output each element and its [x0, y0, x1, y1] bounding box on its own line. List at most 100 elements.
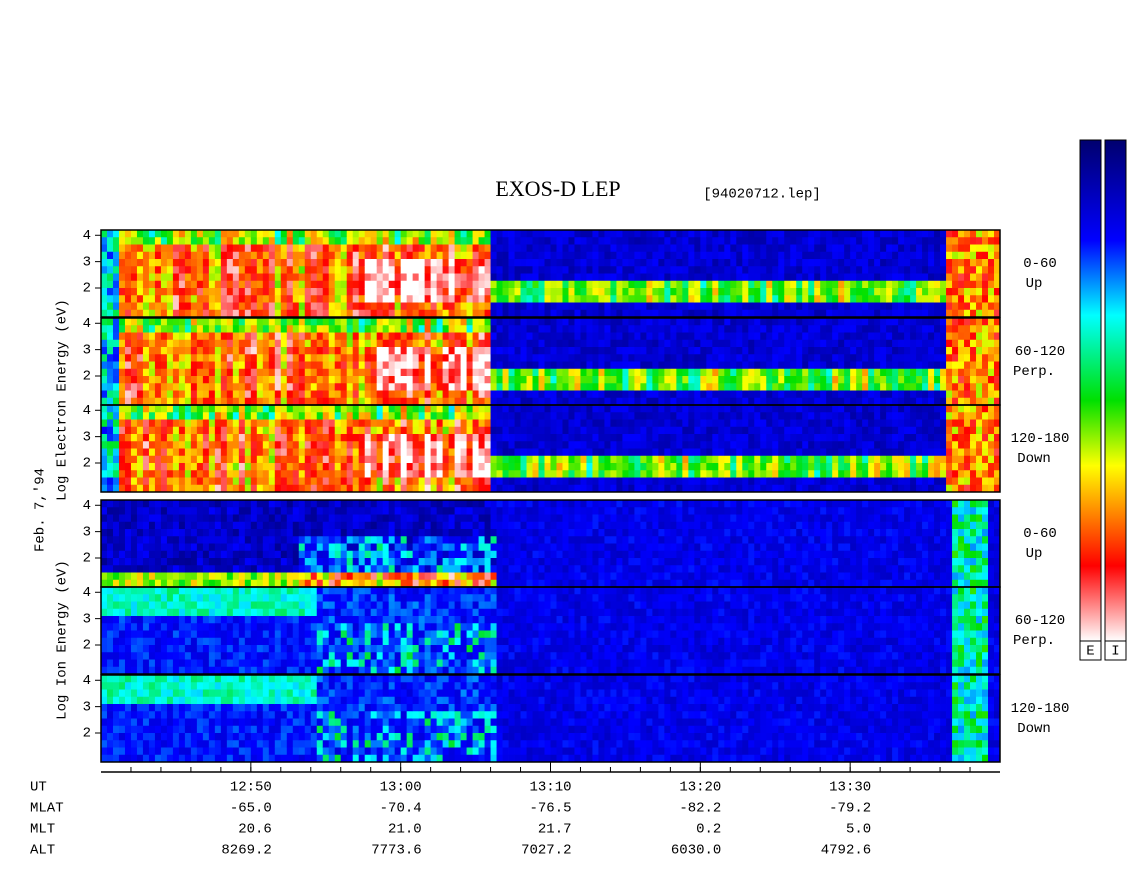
spectrogram-cell — [796, 354, 803, 362]
spectrogram-cell — [712, 368, 719, 377]
spectrogram-cell — [232, 325, 240, 333]
spectrogram-cell — [544, 419, 551, 428]
spectrogram-cell — [388, 318, 396, 326]
spectrogram-cell — [340, 455, 348, 464]
spectrogram-cell — [250, 477, 258, 486]
spectrogram-cell — [928, 259, 935, 267]
spectrogram-cell — [676, 419, 683, 428]
spectrogram-cell — [652, 463, 659, 471]
spectrogram-cell — [328, 397, 336, 406]
spectrogram-cell — [298, 259, 306, 267]
spectrogram-cell — [472, 390, 479, 399]
spectrogram-cell — [598, 361, 605, 370]
spectrogram-cell — [700, 419, 707, 428]
spectrogram-cell — [658, 295, 665, 303]
spectrogram-cell — [766, 237, 773, 245]
spectrogram-cell — [232, 376, 240, 384]
spectrogram-cell — [436, 412, 444, 420]
spectrogram-cell — [526, 266, 533, 274]
spectrogram-cell — [832, 273, 839, 282]
spectrogram-cell — [886, 273, 893, 282]
spectrogram-cell — [886, 237, 893, 245]
spectrogram-cell — [778, 434, 785, 442]
spectrogram-cell — [118, 266, 126, 274]
spectrogram-cell — [616, 419, 623, 428]
spectrogram-cell — [364, 383, 372, 391]
spectrogram-cell — [442, 448, 450, 457]
spectrogram-cell — [730, 383, 737, 391]
spectrogram-cell — [208, 295, 216, 303]
spectrogram-cell — [778, 361, 785, 370]
spectrogram-cell — [868, 376, 875, 384]
spectrogram-cell — [904, 288, 911, 296]
spectrogram-cell — [250, 383, 258, 391]
spectrogram-cell — [916, 280, 923, 289]
spectrogram-cell — [760, 470, 767, 478]
spectrogram-cell — [406, 339, 414, 348]
spectrogram-cell — [322, 484, 330, 493]
spectrogram-cell — [598, 332, 605, 341]
spectrogram-cell — [538, 237, 545, 245]
spectrogram-cell — [598, 354, 605, 362]
spectrogram-cell — [604, 390, 611, 399]
spectrogram-cell — [532, 484, 539, 493]
spectrogram-cell — [820, 273, 827, 282]
spectrogram-cell — [550, 309, 557, 318]
spectrogram-cell — [478, 325, 485, 333]
spectrogram-cell — [622, 332, 629, 341]
spectrogram-cell — [538, 259, 545, 267]
spectrogram-cell — [214, 325, 222, 333]
spectrogram-cell — [112, 455, 120, 464]
spectrogram-cell — [562, 230, 569, 238]
spectrogram-cell — [976, 302, 983, 311]
spectrogram-cell — [364, 259, 372, 267]
spectrogram-cell — [208, 259, 216, 267]
spectrogram-cell — [448, 463, 455, 471]
spectrogram-cell — [430, 484, 438, 493]
spectrogram-cell — [682, 230, 689, 238]
spectrogram-cell — [400, 477, 408, 486]
spectrogram-cell — [640, 332, 647, 341]
spectrogram-cell — [724, 318, 731, 326]
spectrogram-cell — [646, 288, 653, 296]
spectrogram-cell — [628, 244, 635, 253]
spectrogram-cell — [502, 339, 509, 348]
spectrogram-cell — [101, 280, 108, 289]
spectrogram-cell — [634, 325, 641, 333]
spectrogram-cell — [724, 309, 731, 318]
spectrogram-cell — [508, 397, 515, 406]
spectrogram-cell — [358, 288, 366, 296]
spectrogram-cell — [964, 368, 971, 377]
spectrogram-cell — [556, 309, 563, 318]
spectrogram-cell — [634, 448, 641, 457]
spectrogram-cell — [724, 347, 731, 355]
spectrogram-cell — [118, 339, 126, 348]
spectrogram-cell — [226, 470, 234, 478]
spectrogram-cell — [712, 470, 719, 478]
spectrogram-cell — [736, 302, 743, 311]
spectrogram-cell — [101, 354, 108, 362]
spectrogram-cell — [178, 397, 186, 406]
spectrogram-cell — [754, 230, 761, 238]
spectrogram-cell — [178, 354, 186, 362]
spectrogram-cell — [136, 368, 144, 377]
spectrogram-cell — [592, 259, 599, 267]
spectrogram-cell — [622, 470, 629, 478]
spectrogram-cell — [436, 339, 444, 348]
spectrogram-cell — [154, 376, 162, 384]
spectrogram-cell — [184, 230, 192, 238]
spectrogram-cell — [946, 332, 953, 341]
spectrogram-cell — [172, 325, 180, 333]
spectrogram-cell — [101, 376, 108, 384]
spectrogram-cell — [856, 309, 863, 318]
spectrogram-cell — [832, 309, 839, 318]
spectrogram-cell — [508, 302, 515, 311]
spectrogram-cell — [274, 347, 282, 355]
spectrogram-cell — [646, 448, 653, 457]
spectrogram-cell — [664, 484, 671, 493]
spectrogram-cell — [220, 419, 228, 428]
spectrogram-cell — [442, 295, 450, 303]
spectrogram-cell — [988, 251, 995, 260]
spectrogram-cell — [400, 412, 408, 420]
spectrogram-cell — [382, 288, 390, 296]
